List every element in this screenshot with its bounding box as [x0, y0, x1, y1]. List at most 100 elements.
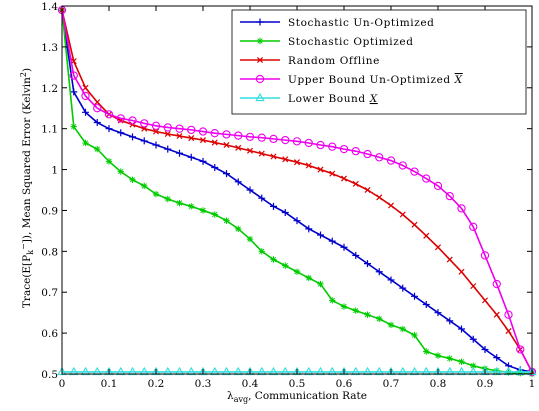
x-tick-label: 0 — [59, 378, 66, 390]
data-point — [221, 366, 232, 376]
data-point — [504, 310, 513, 319]
data-point — [175, 124, 184, 133]
data-point — [469, 335, 477, 343]
data-point — [269, 134, 278, 144]
data-point — [458, 325, 465, 333]
data-point — [211, 164, 219, 172]
data-point — [457, 204, 466, 213]
x-tick-label: 1 — [529, 378, 536, 390]
data-point — [339, 144, 349, 154]
data-point — [140, 137, 148, 145]
data-point — [399, 211, 406, 218]
data-point — [481, 297, 489, 304]
data-point — [351, 147, 360, 156]
data-point — [293, 159, 301, 166]
data-point — [82, 108, 89, 116]
data-point — [82, 139, 89, 147]
data-point — [246, 186, 254, 194]
data-point — [446, 256, 453, 263]
data-point — [399, 325, 406, 333]
data-point — [362, 366, 373, 376]
data-point — [433, 181, 443, 191]
data-point — [304, 138, 313, 148]
data-point — [223, 170, 230, 178]
data-point — [316, 140, 325, 150]
tick-labels: 0 0.1 0.2 0.3 0.4 0.5 0.6 0.7 0.8 0.9 1 0.5 0.6 0.7 0.… — [41, 1, 535, 390]
data-point — [128, 116, 137, 125]
data-point — [411, 221, 418, 228]
legend-label: Lower Bound X — [288, 93, 378, 105]
data-point — [468, 366, 479, 376]
data-point — [505, 328, 512, 335]
data-point — [422, 300, 430, 308]
x-tick-label: 0.8 — [430, 378, 447, 390]
legend-entry-0: Stochastic Un-Optimized — [240, 17, 434, 29]
data-point — [517, 369, 524, 377]
data-point — [317, 280, 324, 288]
data-point — [364, 186, 371, 194]
data-point — [117, 129, 125, 137]
data-point — [94, 99, 101, 106]
data-point — [375, 153, 384, 162]
legend-marker — [256, 37, 264, 45]
y-tick-label: 1.1 — [41, 124, 58, 136]
data-point — [176, 133, 183, 140]
data-point — [115, 366, 126, 376]
legend-label: Stochastic Un-Optimized — [288, 17, 434, 29]
data-point — [116, 114, 125, 123]
legend-entry-2: Random Offline — [240, 55, 379, 67]
data-point — [386, 366, 396, 376]
data-point — [246, 235, 254, 243]
data-point — [281, 135, 290, 145]
data-point — [339, 366, 349, 376]
x-tick-label: 0.9 — [477, 378, 494, 390]
data-point — [352, 251, 360, 259]
data-point — [234, 131, 243, 140]
data-point — [399, 284, 407, 292]
data-point — [234, 178, 242, 186]
data-point — [81, 91, 90, 101]
data-point — [503, 366, 514, 376]
data-point — [364, 311, 371, 318]
data-point — [199, 137, 207, 144]
data-point — [174, 366, 185, 376]
data-point — [423, 348, 430, 355]
y-tick-label: 0.7 — [41, 287, 58, 299]
data-point — [411, 331, 418, 339]
data-point — [199, 207, 207, 214]
data-point — [151, 366, 161, 376]
data-point — [352, 307, 359, 314]
y-tick-label: 0.6 — [41, 328, 58, 340]
data-point — [493, 311, 500, 318]
data-point — [68, 366, 79, 376]
data-point — [270, 256, 277, 263]
data-point — [164, 145, 172, 153]
x-tick-label: 0.2 — [148, 378, 165, 390]
data-point — [198, 366, 208, 376]
data-point — [458, 268, 465, 275]
data-point — [410, 167, 419, 176]
data-point — [329, 297, 336, 304]
data-point — [303, 366, 314, 376]
data-point — [235, 144, 242, 151]
data-point — [470, 362, 477, 370]
legend-marker — [256, 56, 264, 64]
legend-marker — [255, 92, 265, 102]
data-point — [186, 366, 197, 376]
data-point — [376, 194, 383, 201]
data-point — [104, 110, 114, 119]
data-point — [433, 366, 443, 376]
data-point — [223, 141, 230, 149]
data-point — [434, 309, 442, 317]
data-point — [162, 366, 173, 376]
data-point — [411, 292, 418, 300]
data-point — [445, 191, 454, 201]
legend: Stochastic Un-Optimized Stochastic Optimi… — [231, 9, 527, 115]
data-point — [129, 133, 136, 141]
data-point — [421, 366, 432, 376]
data-point — [364, 260, 371, 268]
data-point — [527, 366, 537, 376]
legend-entry-1: Stochastic Optimized — [240, 36, 413, 48]
data-point — [397, 366, 408, 376]
data-point — [409, 366, 420, 376]
